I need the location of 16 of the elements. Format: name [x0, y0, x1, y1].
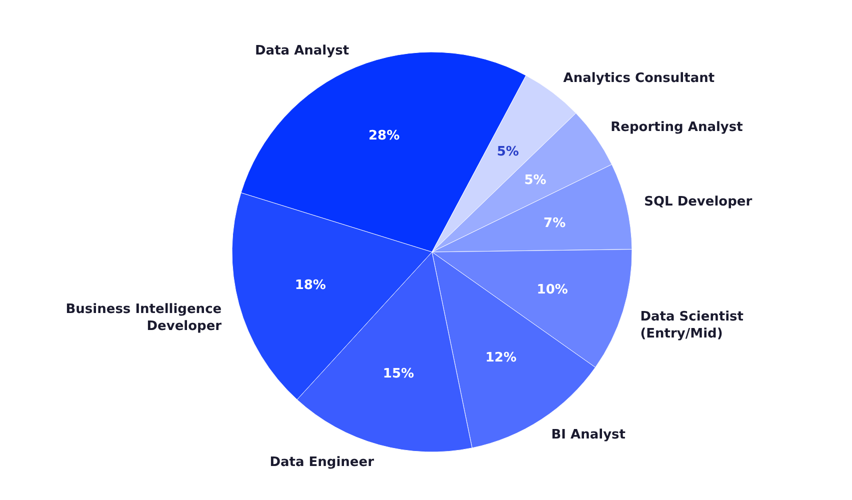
data-label: 12% — [485, 350, 516, 366]
data-label: 15% — [382, 366, 414, 382]
slice-label: Business Intelligence Developer — [66, 302, 222, 334]
data-label: 5% — [524, 172, 546, 188]
slice-label: Data Engineer — [270, 455, 375, 470]
slice-label: Reporting Analyst — [610, 120, 743, 136]
slice-label: SQL Developer — [644, 194, 753, 210]
data-label: 28% — [368, 128, 400, 144]
slice-label: BI Analyst — [551, 427, 626, 442]
slice-label: Data Analyst — [255, 43, 350, 58]
data-label: 7% — [544, 216, 566, 231]
data-label: 18% — [294, 278, 326, 293]
data-label: 5% — [496, 144, 519, 160]
data-label: 10% — [536, 282, 568, 298]
slice-label: Analytics Consultant — [563, 70, 715, 86]
slice-label: Data Scientist (Entry/Mid) — [640, 310, 744, 342]
